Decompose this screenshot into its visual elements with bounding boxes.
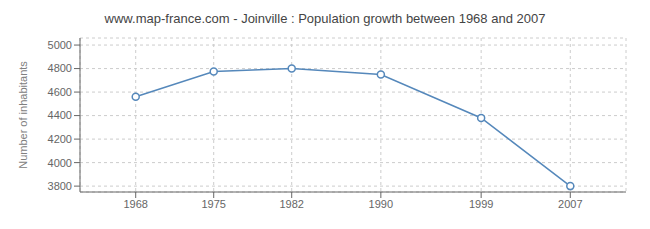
svg-text:2007: 2007 [558, 198, 582, 210]
svg-text:1990: 1990 [369, 198, 393, 210]
svg-text:Number of inhabitants: Number of inhabitants [17, 61, 29, 169]
svg-text:4800: 4800 [48, 62, 72, 74]
svg-text:4200: 4200 [48, 133, 72, 145]
svg-text:1968: 1968 [123, 198, 147, 210]
svg-text:5000: 5000 [48, 39, 72, 51]
html-text:www.map-france.com - Joinville: www.map-france.com - Joinville : Populat… [104, 11, 546, 26]
svg-text:4000: 4000 [48, 157, 72, 169]
svg-text:1999: 1999 [469, 198, 493, 210]
svg-text:4600: 4600 [48, 86, 72, 98]
svg-text:4400: 4400 [48, 109, 72, 121]
svg-text:3800: 3800 [48, 180, 72, 192]
svg-text:1982: 1982 [279, 198, 303, 210]
svg-text:1975: 1975 [201, 198, 225, 210]
